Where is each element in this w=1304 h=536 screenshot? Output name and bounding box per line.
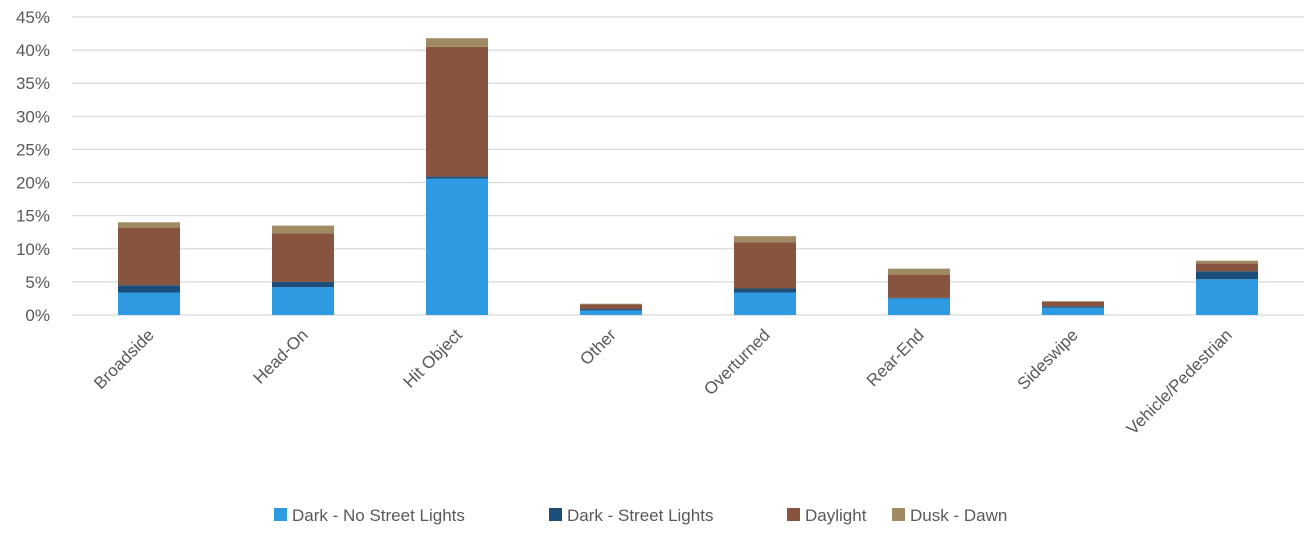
gridlines — [72, 16, 1304, 316]
y-tick-label: 0% — [25, 306, 50, 325]
y-tick-label: 20% — [16, 174, 50, 193]
x-tick-label: Head-On — [250, 325, 312, 387]
bar-segment — [118, 227, 180, 286]
bar-segment — [1042, 301, 1104, 302]
bar-segment — [272, 281, 334, 288]
y-tick-label: 10% — [16, 240, 50, 259]
bar-segment — [888, 268, 950, 275]
bar-segment — [1196, 260, 1258, 264]
bar-segment — [1196, 263, 1258, 272]
bar-segment — [580, 309, 642, 311]
bar-segment — [734, 236, 796, 243]
bar-segment — [272, 233, 334, 282]
bar-segment — [580, 304, 642, 310]
bar-segment — [888, 297, 950, 299]
x-tick-label: Overturned — [700, 325, 774, 399]
bar-segment — [426, 178, 488, 315]
bar-segment — [1042, 306, 1104, 308]
legend-label: Daylight — [805, 506, 867, 525]
x-tick-label: Other — [576, 325, 620, 369]
y-tick-label: 30% — [16, 107, 50, 126]
y-tick-label: 45% — [16, 8, 50, 27]
y-tick-label: 25% — [16, 140, 50, 159]
bar-segment — [1196, 271, 1258, 280]
bar-segment — [426, 46, 488, 177]
bar-segment — [888, 274, 950, 298]
bar-segment — [1196, 279, 1258, 315]
legend-label: Dusk - Dawn — [910, 506, 1007, 525]
bar-segment — [118, 285, 180, 293]
bar-segment — [272, 287, 334, 315]
y-tick-label: 15% — [16, 207, 50, 226]
bar-segment — [734, 242, 796, 289]
bar-segment — [888, 298, 950, 315]
legend-swatch — [274, 508, 287, 521]
x-tick-label: Rear-End — [863, 325, 928, 390]
y-tick-label: 40% — [16, 41, 50, 60]
bar-segment — [734, 288, 796, 293]
y-axis: 0% 5% 10% 15% 20% 25% 30% 35% 40% 45% — [16, 8, 50, 325]
x-tick-label: Vehicle/Pedestrian — [1123, 325, 1236, 438]
bar-segment — [1042, 307, 1104, 315]
bar-segment — [1042, 301, 1104, 307]
bar-segment — [426, 176, 488, 179]
legend-swatch — [787, 508, 800, 521]
bar-segment — [118, 292, 180, 315]
bars — [118, 38, 1258, 315]
x-axis: Broadside Head-On Hit Object Other Overturne… — [90, 325, 1236, 438]
bar-segment — [272, 225, 334, 234]
legend-label: Dark - Street Lights — [567, 506, 713, 525]
bar-segment — [734, 292, 796, 315]
x-tick-label: Hit Object — [400, 325, 466, 391]
y-tick-label: 5% — [25, 273, 50, 292]
legend-label: Dark - No Street Lights — [292, 506, 465, 525]
x-tick-label: Sideswipe — [1014, 325, 1082, 393]
y-tick-label: 35% — [16, 74, 50, 93]
legend: Dark - No Street Lights Dark - Street Lig… — [274, 506, 1007, 525]
legend-swatch — [892, 508, 905, 521]
bar-segment — [580, 310, 642, 315]
bar-segment — [118, 222, 180, 228]
legend-swatch — [549, 508, 562, 521]
x-tick-label: Broadside — [90, 325, 158, 393]
bar-segment — [426, 38, 488, 47]
bar-segment — [580, 303, 642, 305]
